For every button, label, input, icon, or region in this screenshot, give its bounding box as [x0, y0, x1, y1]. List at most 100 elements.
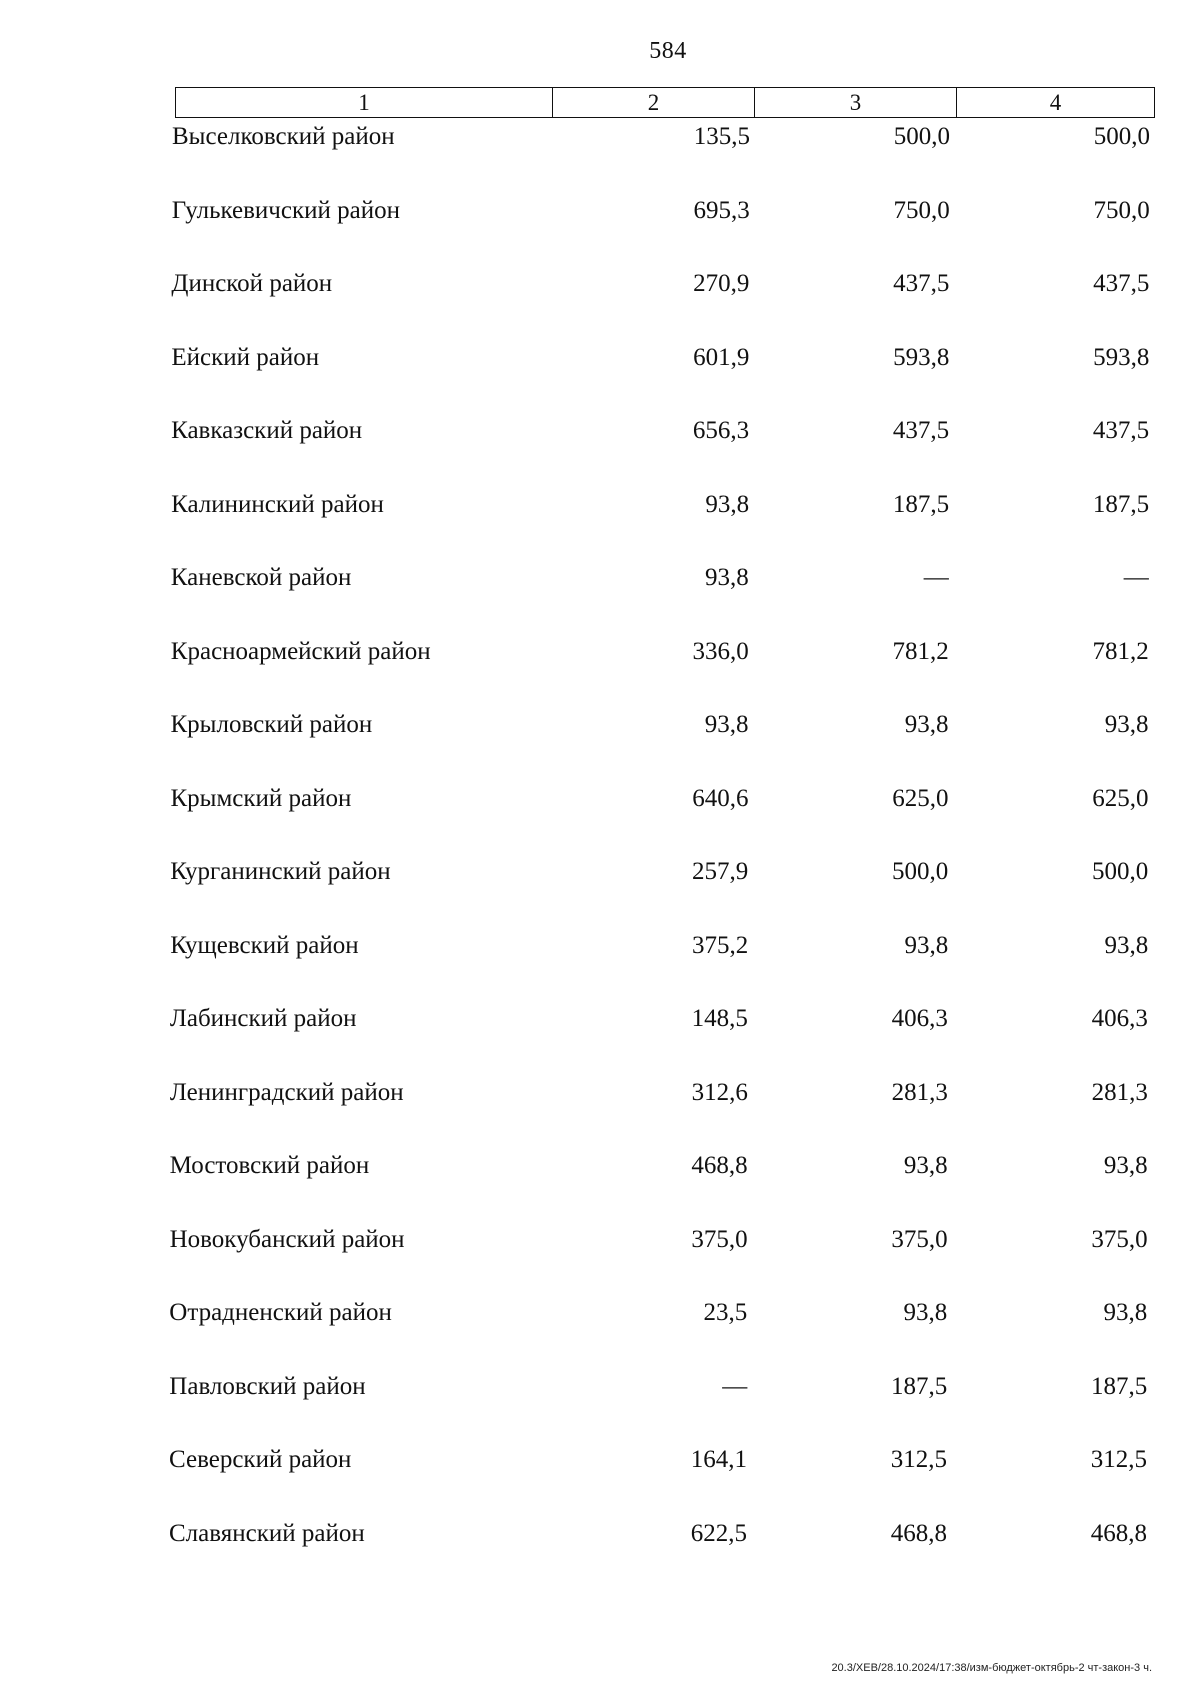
value-col-2: 23,5 [703, 1299, 748, 1326]
value-col-4: 187,5 [1091, 1372, 1148, 1400]
district-name: Славянский район [169, 1519, 365, 1547]
header-cell-1: 1 [176, 88, 553, 117]
district-name: Северский район [169, 1446, 352, 1473]
value-col-4: 750,0 [1093, 196, 1150, 224]
table-row: Отрадненский район 23,5 93,8 93,8 [0, 1298, 1197, 1372]
district-name: Выселковский район [172, 123, 395, 150]
table-row: Мостовский район 468,8 93,8 93,8 [0, 1151, 1198, 1225]
table-row: Кавказский район 656,3 437,5 437,5 [0, 416, 1199, 490]
table-row: Северский район 164,1 312,5 312,5 [0, 1445, 1197, 1519]
document-footer: 20.3/ХЕВ/28.10.2024/17:38/изм-бюджет-окт… [831, 1662, 1152, 1674]
district-name: Мостовский район [169, 1152, 370, 1179]
district-name: Калининский район [171, 490, 384, 518]
table-row: Ленинградский район 312,6 281,3 281,3 [0, 1078, 1198, 1152]
value-col-2: 640,6 [692, 784, 749, 812]
value-col-2: 148,5 [691, 1005, 748, 1032]
value-col-2: 695,3 [693, 196, 750, 224]
table-row: Павловский район — 187,5 187,5 [0, 1372, 1197, 1446]
value-col-3: 93,8 [904, 711, 949, 738]
value-col-3: 406,3 [891, 1005, 948, 1032]
district-name: Красноармейский район [170, 637, 431, 665]
value-col-3: 625,0 [892, 784, 949, 812]
value-col-3: 281,3 [891, 1078, 948, 1106]
value-col-3: — [923, 564, 949, 591]
table-row: Лабинский район 148,5 406,3 406,3 [0, 1004, 1198, 1078]
value-col-3: 93,8 [904, 931, 949, 959]
value-col-2: 375,2 [691, 931, 749, 959]
district-name: Новокубанский район [169, 1225, 405, 1253]
table-row: Динской район 270,9 437,5 437,5 [0, 269, 1199, 343]
value-col-3: 375,0 [891, 1225, 948, 1253]
value-col-4: 500,0 [1093, 123, 1150, 150]
value-col-4: 93,8 [1103, 1299, 1148, 1326]
header-cell-4: 4 [1049, 90, 1062, 115]
table-row: Калининский район 93,8 187,5 187,5 [0, 490, 1199, 564]
district-name: Ейский район [171, 343, 320, 371]
value-col-3: 187,5 [891, 1372, 948, 1400]
value-col-3: 93,8 [903, 1152, 948, 1179]
value-col-4: 593,8 [1093, 343, 1150, 371]
value-col-4: 93,8 [1104, 711, 1149, 738]
table-row: Славянский район 622,5 468,8 468,8 [0, 1519, 1197, 1593]
value-col-3: 750,0 [893, 196, 950, 224]
table-row: Ейский район 601,9 593,8 593,8 [0, 343, 1199, 417]
value-col-4: 500,0 [1091, 858, 1149, 885]
value-col-2: 601,9 [693, 343, 750, 371]
value-col-2: 270,9 [693, 270, 750, 297]
district-name: Отрадненский район [169, 1299, 392, 1326]
value-col-2: 93,8 [705, 564, 749, 591]
value-col-2: 135,5 [693, 123, 750, 150]
district-name: Крымский район [170, 784, 352, 812]
value-col-2: 375,0 [691, 1225, 748, 1253]
district-name: Курганинский район [170, 858, 391, 885]
district-name: Кавказский район [171, 417, 363, 444]
value-col-4: 781,2 [1092, 637, 1149, 665]
value-col-4: 406,3 [1091, 1005, 1148, 1032]
value-col-4: 312,5 [1090, 1446, 1147, 1473]
table-row: Красноармейский район 336,0 781,2 781,2 [0, 637, 1199, 711]
value-col-4: 93,8 [1103, 1152, 1148, 1179]
value-col-4: 437,5 [1092, 417, 1150, 444]
table-row: Каневской район 93,8 — — [0, 563, 1199, 637]
header-cell-3: 3 [755, 88, 957, 117]
value-col-3: 437,5 [892, 417, 950, 444]
table-row: Крымский район 640,6 625,0 625,0 [0, 784, 1199, 858]
district-name: Ленинградский район [169, 1078, 404, 1106]
value-col-2: 93,8 [704, 711, 749, 738]
value-col-3: 500,0 [893, 123, 950, 150]
value-col-3: 781,2 [892, 637, 949, 665]
table-row: Кущевский район 375,2 93,8 93,8 [0, 931, 1198, 1005]
value-col-3: 437,5 [893, 270, 950, 297]
district-name: Крыловский район [170, 711, 373, 738]
value-col-2: 257,9 [691, 858, 749, 885]
value-col-3: 593,8 [893, 343, 950, 371]
district-name: Лабинский район [169, 1005, 357, 1032]
value-col-4: 281,3 [1091, 1078, 1148, 1106]
value-col-3: 187,5 [892, 490, 950, 518]
value-col-4: 93,8 [1104, 931, 1149, 959]
table-row: Курганинский район 257,9 500,0 500,0 [0, 857, 1198, 931]
table-body: Выселковский район 135,5 500,0 500,0 Гулькев… [0, 122, 1200, 1592]
table-header: 1 2 3 4 [175, 87, 1155, 118]
value-col-3: 500,0 [891, 858, 949, 885]
table-row: Новокубанский район 375,0 375,0 375,0 [0, 1225, 1198, 1299]
value-col-4: 437,5 [1093, 270, 1150, 297]
value-col-2: 164,1 [690, 1446, 747, 1473]
value-col-2: 468,8 [691, 1152, 748, 1179]
value-col-3: 312,5 [890, 1446, 947, 1473]
value-col-4: 468,8 [1090, 1519, 1147, 1547]
district-name: Динской район [171, 270, 333, 297]
value-col-4: 375,0 [1091, 1225, 1148, 1253]
value-col-2: 93,8 [705, 490, 750, 518]
district-name: Павловский район [169, 1372, 366, 1400]
value-col-4: 187,5 [1092, 490, 1150, 518]
district-name: Каневской район [170, 564, 352, 591]
value-col-2: 312,6 [691, 1078, 748, 1106]
value-col-4: — [1123, 564, 1149, 591]
value-col-3: 93,8 [903, 1299, 948, 1326]
value-col-2: 656,3 [692, 417, 750, 444]
value-col-3: 468,8 [890, 1519, 947, 1547]
page-number: 584 [649, 38, 687, 64]
district-name: Гулькевичский район [171, 196, 400, 224]
table-row: Гулькевичский район 695,3 750,0 750,0 [0, 196, 1200, 270]
